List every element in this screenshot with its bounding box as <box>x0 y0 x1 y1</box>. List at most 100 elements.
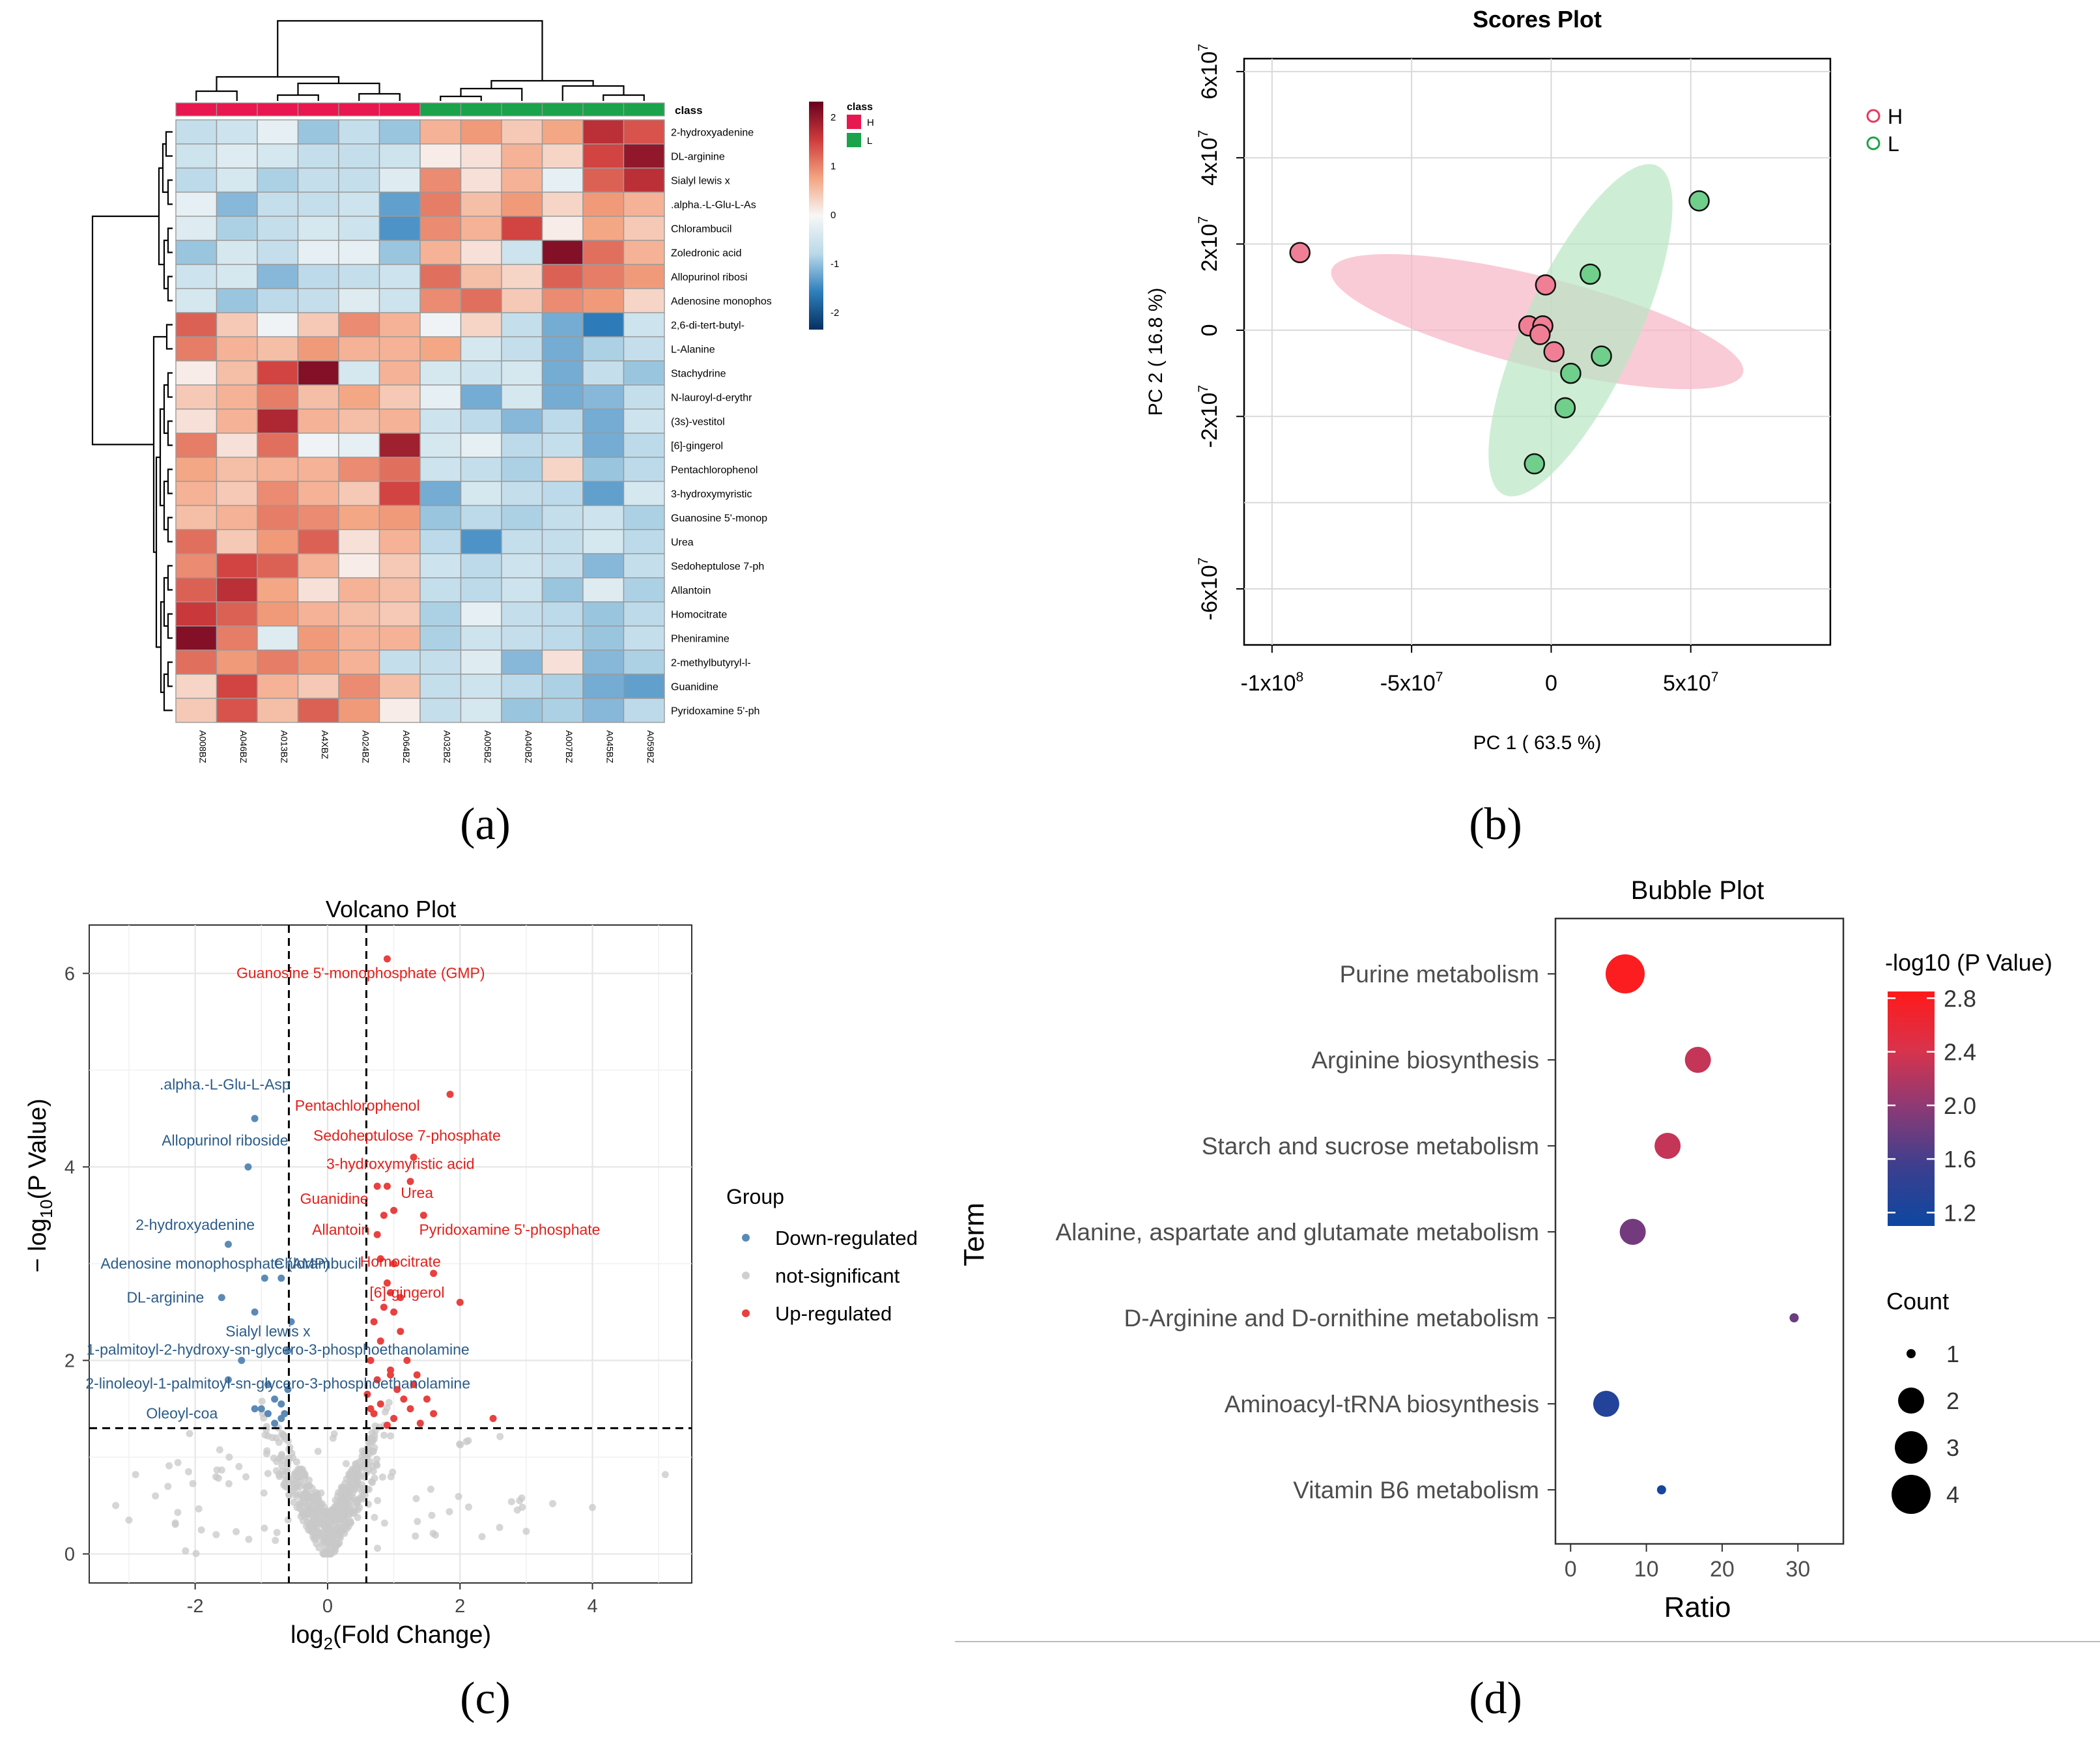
heatmap-cell <box>378 264 421 289</box>
metabolite-label-down: 2-linoleoyl-1-palmitoyl-sn-glycero-3-pho… <box>85 1375 470 1391</box>
heatmap-cell <box>460 625 502 651</box>
point-up-regulated <box>367 1405 375 1413</box>
point-up-regulated <box>373 1182 381 1190</box>
heatmap-cell <box>582 192 625 217</box>
point-up-regulated <box>376 1400 384 1408</box>
metabolite-label-down: 2-hydroxyadenine <box>135 1216 255 1233</box>
point-not-significant <box>272 1434 280 1442</box>
heatmap-cell <box>582 625 625 651</box>
heatmap-cell <box>378 143 421 169</box>
heatmap-cell <box>623 505 665 530</box>
x-axis-label: log2(Fold Change) <box>291 1621 491 1653</box>
term-label: Vitamin B6 metabolism <box>1293 1477 1539 1503</box>
heatmap-cell <box>541 167 584 193</box>
heatmap-cell <box>378 529 421 554</box>
y-axis-label: Term <box>958 1203 990 1266</box>
heatmap-cell <box>338 192 380 217</box>
heatmap-cell <box>541 457 584 482</box>
heatmap-cell <box>338 360 380 386</box>
heatmap-cell <box>582 240 625 265</box>
heatmap-cell <box>582 577 625 603</box>
y-tick-label: 0 <box>64 1544 75 1565</box>
bubble <box>1684 1047 1711 1073</box>
point-not-significant <box>285 1490 292 1498</box>
heatmap-cell <box>419 288 462 313</box>
point-up-regulated <box>489 1415 497 1422</box>
metabolite-label-down: Adenosine monophosphate (AMP) <box>100 1255 330 1272</box>
point-not-significant <box>339 1487 347 1495</box>
point-not-significant <box>456 1440 464 1448</box>
heatmap-cell <box>297 408 339 434</box>
heatmap-cell <box>378 433 421 458</box>
heatmap-cell <box>257 192 299 217</box>
heatmap-cell <box>216 433 258 458</box>
heatmap-cell <box>623 360 665 386</box>
heatmap-cell <box>175 192 218 217</box>
heatmap-cell <box>623 312 665 337</box>
heatmap-cell <box>541 360 584 386</box>
heatmap-cell <box>460 384 502 410</box>
point-not-significant <box>313 1540 320 1548</box>
point-not-significant <box>387 1432 395 1440</box>
heatmap-cell <box>541 649 584 675</box>
score-point-H <box>1543 341 1565 363</box>
heatmap-cell <box>582 167 625 193</box>
heatmap-cell <box>338 601 380 627</box>
heatmap-cell <box>460 336 502 362</box>
heatmap-cell <box>257 649 299 675</box>
heatmap-cell <box>582 408 625 434</box>
heatmap-cell <box>338 167 380 193</box>
heatmap-cell <box>216 457 258 482</box>
point-not-significant <box>328 1514 336 1522</box>
heatmap-cell <box>378 505 421 530</box>
heatmap-cell <box>541 577 584 603</box>
heatmap-cell <box>175 433 218 458</box>
point-down-regulated <box>224 1376 232 1384</box>
plot-frame <box>1554 917 1845 1545</box>
heatmap-cell <box>257 408 299 434</box>
point-down-regulated <box>264 1381 272 1389</box>
point-down-regulated <box>244 1163 252 1171</box>
size-legend-marker <box>1907 1349 1916 1358</box>
bubble <box>1789 1313 1799 1322</box>
heatmap-cell <box>623 192 665 217</box>
heatmap-cell <box>501 577 543 603</box>
point-not-significant <box>309 1515 317 1523</box>
x-axis-label: PC 1 ( 63.5 %) <box>1473 732 1602 754</box>
point-up-regulated <box>380 1304 388 1311</box>
scores-plot-panel: Scores Plot -1x108 -5x107 0 5x107 6x107 4x107… <box>1145 6 1903 849</box>
heatmap-cell <box>419 119 462 145</box>
heatmap-cell <box>460 481 502 506</box>
bubble <box>1654 1133 1681 1159</box>
heatmap-cell <box>501 216 543 241</box>
heatmap-cell <box>297 312 339 337</box>
point-not-significant <box>152 1492 160 1500</box>
point-not-significant <box>212 1531 220 1539</box>
color-scale-tick: 2 <box>830 112 836 123</box>
heatmap-cell <box>582 433 625 458</box>
point-not-significant <box>261 1524 268 1532</box>
heatmap-cell <box>541 698 584 723</box>
point-not-significant <box>225 1453 233 1461</box>
x-tick-label: 30 <box>1785 1557 1810 1582</box>
heatmap-cell <box>460 433 502 458</box>
point-not-significant <box>189 1479 197 1487</box>
point-up-regulated <box>413 1371 421 1379</box>
class-bar-cell <box>338 102 380 117</box>
point-not-significant <box>195 1505 203 1513</box>
point-not-significant <box>242 1473 250 1481</box>
panel-label-c: (c) <box>460 1674 511 1724</box>
heatmap-cell <box>623 481 665 506</box>
heatmap-cell <box>623 674 665 699</box>
point-up-regulated <box>400 1395 408 1403</box>
heatmap-cell <box>297 457 339 482</box>
legend-label: not-significant <box>775 1264 900 1287</box>
heatmap-cell <box>338 264 380 289</box>
heatmap-cell <box>623 601 665 627</box>
heatmap-cell <box>501 529 543 554</box>
heatmap-cell <box>257 481 299 506</box>
heatmap-cell <box>297 288 339 313</box>
heatmap-cell <box>175 553 218 578</box>
heatmap-cell <box>216 312 258 337</box>
